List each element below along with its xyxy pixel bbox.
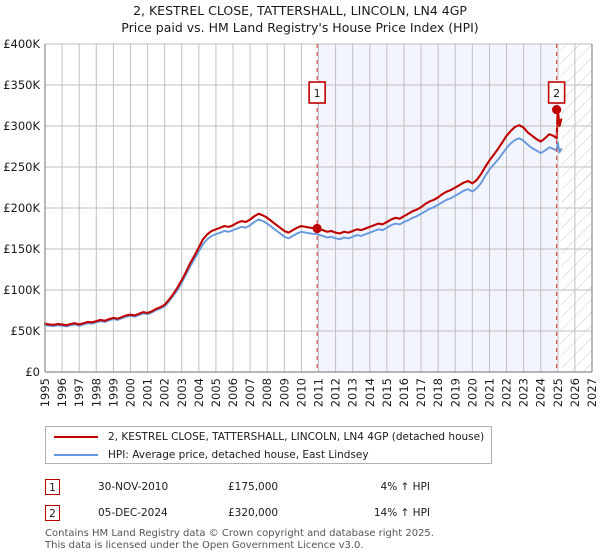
x-axis-tick-label: 1995: [38, 378, 52, 407]
plot-frame: [44, 44, 593, 373]
x-axis-tick-label: 2018: [431, 378, 445, 407]
x-axis-tick-label: 1998: [89, 378, 103, 407]
transaction-badge-2[interactable]: 2: [45, 505, 60, 521]
x-axis-tick-label: 2010: [294, 378, 308, 407]
footer-line-2: This data is licensed under the Open Gov…: [45, 539, 364, 551]
marker-badge-number: 1: [314, 87, 321, 100]
x-axis-tick-label: 2005: [209, 378, 223, 407]
legend-swatch-property-icon: [54, 436, 98, 438]
attribution-footer: Contains HM Land Registry data © Crown c…: [45, 528, 585, 551]
y-axis-tick-label: £350K: [3, 78, 40, 92]
x-axis-tick-label: 2017: [414, 378, 428, 407]
chart-canvas: £0 £50K £100K £150K £200K £250K £300K £350K £400…: [3, 37, 599, 407]
y-axis-tick-label: £100K: [3, 283, 40, 297]
x-axis-tick-label: 2003: [175, 378, 189, 407]
footer-line-1: Contains HM Land Registry data © Crown c…: [45, 528, 434, 539]
transaction-vertical-lines: [316, 44, 558, 372]
x-axis-tick-label: 2015: [380, 378, 394, 407]
x-axis-tick-label: 1997: [72, 378, 86, 407]
title-line-2: Price paid vs. HM Land Registry's House …: [121, 20, 479, 35]
x-axis-tick-label: 2008: [260, 378, 274, 407]
x-axis-tick-label: 2001: [141, 378, 155, 407]
table-row[interactable]: 1 30-NOV-2010 £175,000 4% ↑ HPI: [45, 474, 515, 500]
page-title: 2, KESTREL CLOSE, TATTERSHALL, LINCOLN, …: [0, 2, 600, 36]
y-axis-tick-label: £250K: [3, 160, 40, 174]
table-row[interactable]: 2 05-DEC-2024 £320,000 14% ↑ HPI: [45, 500, 515, 526]
x-axis-tick-label: 1996: [55, 378, 69, 407]
x-axis-ticks: 1995 1996 1997 1998 1999 2000 2001 2002 2003 2004…: [38, 378, 599, 407]
series-line: [44, 137, 563, 328]
x-axis-tick-label: 2000: [123, 378, 137, 407]
x-axis-tick-label: 2024: [534, 378, 548, 407]
transactions-table: 1 30-NOV-2010 £175,000 4% ↑ HPI 2 05-DEC…: [45, 474, 515, 526]
x-axis-tick-label: 2020: [465, 378, 479, 407]
x-axis-tick-label: 2006: [226, 378, 240, 407]
x-axis-tick-label: 2019: [448, 378, 462, 407]
legend-item-property: 2, KESTREL CLOSE, TATTERSHALL, LINCOLN, …: [46, 428, 491, 446]
marker-badge-box[interactable]: [547, 81, 566, 104]
title-line-1: 2, KESTREL CLOSE, TATTERSHALL, LINCOLN, …: [133, 3, 467, 18]
y-axis-tick-label: £400K: [3, 37, 40, 51]
transaction-date-2: 05-DEC-2024: [98, 507, 168, 519]
x-axis-tick-label: 1999: [106, 378, 120, 407]
x-axis-tick-label: 2007: [243, 378, 257, 407]
y-axis-tick-label: £300K: [3, 119, 40, 133]
transaction-price-1: £175,000: [228, 481, 279, 493]
x-axis-tick-label: 2012: [329, 378, 343, 407]
x-axis-tick-label: 2009: [277, 378, 291, 407]
marker-badge-number: 2: [553, 87, 560, 100]
marker-badge-box[interactable]: [308, 81, 326, 104]
x-axis-tick-label: 2013: [346, 378, 360, 407]
transaction-price-2: £320,000: [228, 507, 279, 519]
x-axis-tick-label: 2023: [517, 378, 531, 407]
legend-swatch-hpi-icon: [54, 454, 98, 456]
y-axis-tick-label: £200K: [3, 201, 40, 215]
chart-series-lines: [43, 108, 563, 328]
transaction-point[interactable]: [552, 105, 562, 115]
series-line: [43, 108, 563, 327]
x-axis-tick-label: 2022: [500, 378, 514, 407]
y-axis-ticks: £0 £50K £100K £150K £200K £250K £300K £350K £400…: [3, 37, 40, 379]
legend-item-hpi: HPI: Average price, detached house, East…: [46, 446, 491, 464]
legend-label-property: 2, KESTREL CLOSE, TATTERSHALL, LINCOLN, …: [108, 431, 485, 443]
x-axis-tick-label: 2027: [585, 378, 599, 407]
x-axis-tick-label: 2026: [568, 378, 582, 407]
y-axis-tick-label: £0: [25, 365, 40, 379]
y-axis-tick-label: £50K: [11, 324, 41, 338]
chart-legend: 2, KESTREL CLOSE, TATTERSHALL, LINCOLN, …: [45, 426, 492, 464]
x-axis-tick-label: 2014: [363, 378, 377, 407]
x-axis-tick-label: 2016: [397, 378, 411, 407]
x-axis-tick-label: 2025: [551, 378, 565, 407]
y-axis-tick-label: £150K: [3, 242, 40, 256]
transaction-data-points: [312, 105, 562, 234]
transaction-hpi-delta-2: 14% ↑ HPI: [373, 507, 430, 519]
x-axis-tick-label: 2002: [158, 378, 172, 407]
x-axis-tick-label: 2004: [192, 378, 206, 407]
transaction-date-1: 30-NOV-2010: [98, 481, 169, 493]
transaction-hpi-delta-1: 4% ↑ HPI: [380, 481, 430, 493]
transaction-badge-1[interactable]: 1: [45, 479, 60, 495]
x-axis-tick-label: 2011: [312, 378, 326, 407]
transaction-point[interactable]: [312, 223, 322, 234]
x-axis-tick-label: 2021: [482, 378, 496, 407]
legend-label-hpi: HPI: Average price, detached house, East…: [108, 449, 369, 461]
